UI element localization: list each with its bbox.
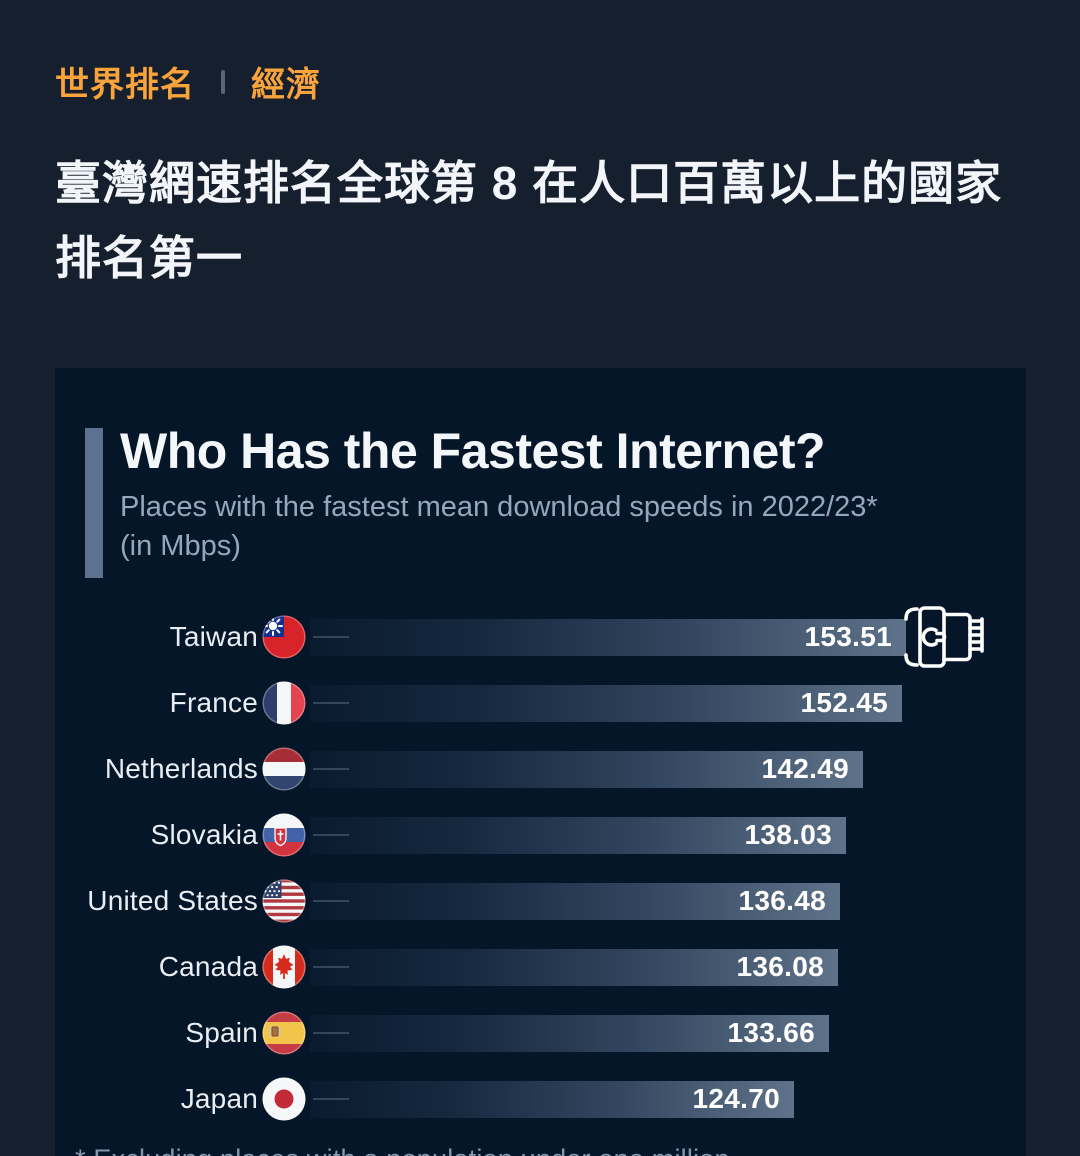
flag-netherlands-icon (258, 747, 310, 791)
value-label-taiwan: 153.51 (804, 621, 892, 652)
flag-japan-icon (258, 1077, 310, 1121)
country-label-taiwan: Taiwan (169, 621, 258, 652)
chart-subtitle-line1: Places with the fastest mean download sp… (120, 491, 878, 523)
ethernet-plug-icon (901, 606, 989, 668)
flag-france-icon (258, 681, 310, 725)
country-label-canada: Canada (158, 951, 258, 982)
flag-canada-icon (258, 945, 310, 989)
bar-track: 136.08 (310, 934, 1026, 1000)
chart-title: Who Has the Fastest Internet? (120, 423, 826, 479)
infographic-panel: Who Has the Fastest Internet? Places wit… (55, 368, 1026, 1156)
country-label-united-states: United States (87, 885, 258, 916)
value-label-france: 152.45 (800, 687, 888, 718)
chart-row-taiwan: Taiwan 153.51 (55, 604, 1026, 670)
tag-divider (221, 69, 225, 94)
value-label-japan: 124.70 (692, 1083, 780, 1114)
category-tags: 世界排名 經濟 (0, 0, 1080, 106)
value-bar-france: 152.45 (310, 684, 902, 722)
value-label-slovakia: 138.03 (744, 819, 832, 850)
bar-track: 133.66 (310, 1000, 1026, 1066)
value-bar-japan: 124.70 (310, 1080, 794, 1118)
country-label-france: France (169, 687, 258, 718)
flag-taiwan-icon (258, 615, 310, 659)
bar-chart: Taiwan 153.51 France 152.45 Netherlands 142… (55, 604, 1026, 1132)
title-accent-bar (85, 428, 103, 578)
chart-footnote: * Excluding places with a population und… (75, 1144, 1026, 1156)
country-label-netherlands: Netherlands (104, 753, 258, 784)
chart-row-france: France 152.45 (55, 670, 1026, 736)
value-bar-netherlands: 142.49 (310, 750, 863, 788)
flag-united-states-icon (258, 879, 310, 923)
value-label-united-states: 136.48 (738, 885, 826, 916)
chart-row-netherlands: Netherlands 142.49 (55, 736, 1026, 802)
bar-track: 153.51 (310, 604, 1026, 670)
bar-track: 152.45 (310, 670, 1026, 736)
bar-track: 142.49 (310, 736, 1026, 802)
country-label-slovakia: Slovakia (150, 819, 258, 850)
value-bar-spain: 133.66 (310, 1014, 829, 1052)
value-bar-slovakia: 138.03 (310, 816, 846, 854)
chart-subtitle-line2: (in Mbps) (120, 530, 241, 562)
category-tag-world-ranking[interactable]: 世界排名 (55, 66, 195, 104)
article-title: 臺灣網速排名全球第 8 在人口百萬以上的國家排名第一 (55, 157, 1003, 284)
country-label-japan: Japan (180, 1083, 258, 1114)
value-bar-united-states: 136.48 (310, 882, 840, 920)
category-tag-economy[interactable]: 經濟 (251, 66, 321, 104)
value-label-canada: 136.08 (736, 951, 824, 982)
value-bar-taiwan: 153.51 (310, 606, 984, 668)
chart-row-canada: Canada 136.08 (55, 934, 1026, 1000)
flag-spain-icon (258, 1011, 310, 1055)
country-label-spain: Spain (185, 1017, 258, 1048)
value-label-spain: 133.66 (727, 1017, 815, 1048)
chart-subtitle: Places with the fastest mean download sp… (120, 488, 878, 566)
chart-row-slovakia: Slovakia 138.03 (55, 802, 1026, 868)
chart-row-united-states: United States 136.48 (55, 868, 1026, 934)
chart-row-spain: Spain 133.66 (55, 1000, 1026, 1066)
flag-slovakia-icon (258, 813, 310, 857)
chart-row-japan: Japan 124.70 (55, 1066, 1026, 1132)
value-bar-canada: 136.08 (310, 948, 838, 986)
bar-track: 136.48 (310, 868, 1026, 934)
bar-track: 124.70 (310, 1066, 1026, 1132)
infographic-header: Who Has the Fastest Internet? Places wit… (85, 423, 1026, 578)
value-label-netherlands: 142.49 (761, 753, 849, 784)
bar-track: 138.03 (310, 802, 1026, 868)
